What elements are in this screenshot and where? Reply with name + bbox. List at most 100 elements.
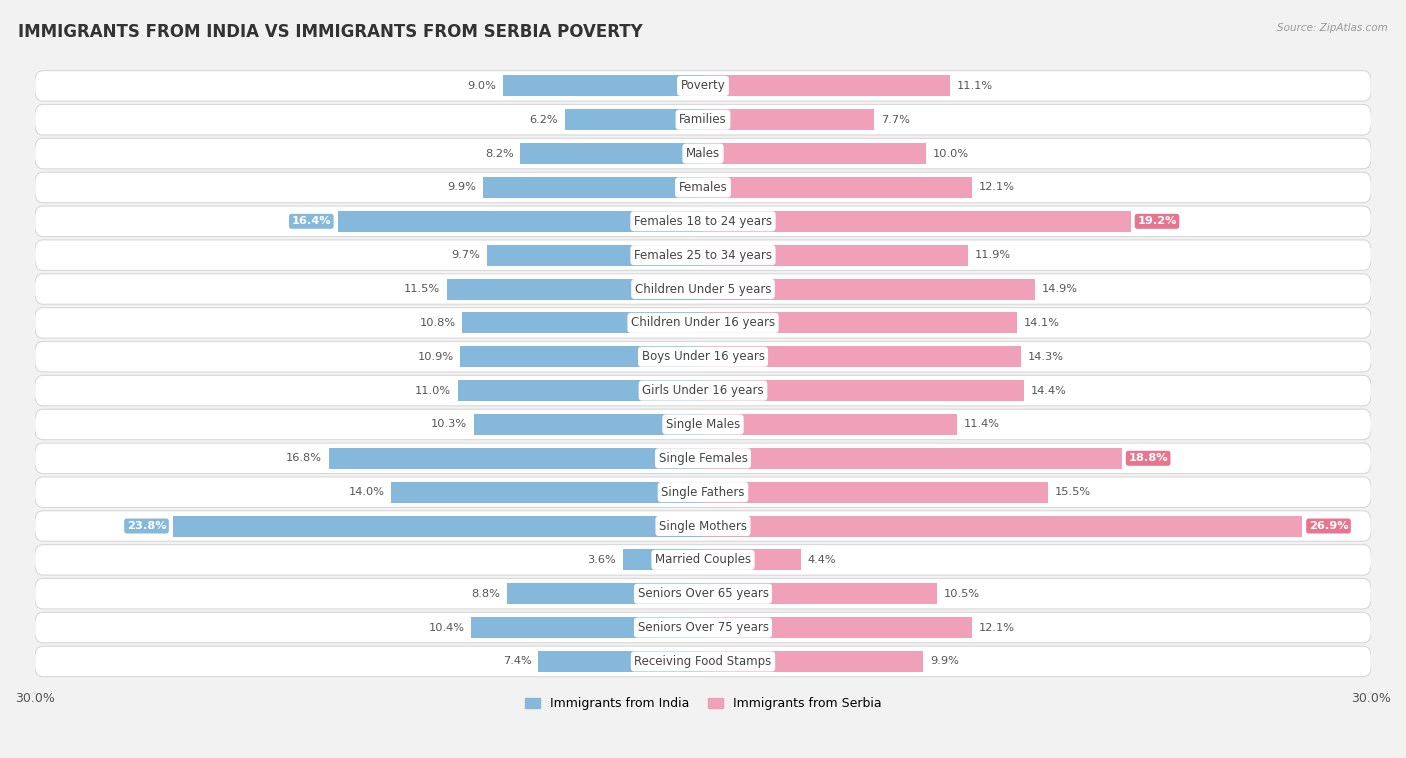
Text: Single Females: Single Females	[658, 452, 748, 465]
Text: 23.8%: 23.8%	[127, 521, 166, 531]
Text: Families: Families	[679, 113, 727, 127]
FancyBboxPatch shape	[35, 578, 1371, 609]
Text: 16.8%: 16.8%	[287, 453, 322, 463]
Bar	[703, 278, 1035, 299]
Text: 12.1%: 12.1%	[979, 183, 1015, 193]
FancyBboxPatch shape	[35, 70, 1371, 101]
Bar	[703, 380, 1024, 401]
FancyBboxPatch shape	[35, 274, 1371, 304]
Bar	[703, 75, 950, 96]
FancyBboxPatch shape	[35, 477, 1371, 507]
Text: Poverty: Poverty	[681, 80, 725, 92]
Bar	[703, 550, 801, 570]
Bar	[474, 414, 703, 435]
FancyBboxPatch shape	[35, 240, 1371, 271]
Text: 6.2%: 6.2%	[530, 114, 558, 125]
Bar	[329, 448, 703, 468]
Text: 9.9%: 9.9%	[931, 656, 959, 666]
Text: 19.2%: 19.2%	[1137, 216, 1177, 227]
FancyBboxPatch shape	[35, 342, 1371, 372]
Text: 14.1%: 14.1%	[1024, 318, 1060, 328]
Bar	[337, 211, 703, 232]
Text: 11.1%: 11.1%	[957, 81, 993, 91]
Bar	[703, 312, 1017, 334]
Text: 9.0%: 9.0%	[467, 81, 496, 91]
Bar	[508, 583, 703, 604]
Text: 4.4%: 4.4%	[807, 555, 837, 565]
Bar	[482, 177, 703, 198]
Bar	[565, 109, 703, 130]
Bar	[391, 481, 703, 503]
FancyBboxPatch shape	[35, 172, 1371, 202]
Text: 7.7%: 7.7%	[882, 114, 910, 125]
Text: 10.0%: 10.0%	[932, 149, 969, 158]
Text: 15.5%: 15.5%	[1054, 487, 1091, 497]
Text: Females 18 to 24 years: Females 18 to 24 years	[634, 215, 772, 228]
Bar	[520, 143, 703, 164]
Text: Married Couples: Married Couples	[655, 553, 751, 566]
Bar	[703, 448, 1122, 468]
Bar	[703, 481, 1047, 503]
Text: 9.9%: 9.9%	[447, 183, 475, 193]
Bar	[458, 380, 703, 401]
Bar	[703, 177, 973, 198]
Text: Children Under 5 years: Children Under 5 years	[634, 283, 772, 296]
FancyBboxPatch shape	[35, 443, 1371, 474]
FancyBboxPatch shape	[35, 375, 1371, 406]
Text: Females: Females	[679, 181, 727, 194]
Text: Single Males: Single Males	[666, 418, 740, 431]
Text: 10.8%: 10.8%	[420, 318, 456, 328]
Text: Receiving Food Stamps: Receiving Food Stamps	[634, 655, 772, 668]
Text: IMMIGRANTS FROM INDIA VS IMMIGRANTS FROM SERBIA POVERTY: IMMIGRANTS FROM INDIA VS IMMIGRANTS FROM…	[18, 23, 643, 41]
Text: 16.4%: 16.4%	[291, 216, 330, 227]
Bar	[173, 515, 703, 537]
Bar	[703, 211, 1130, 232]
Text: 14.3%: 14.3%	[1028, 352, 1064, 362]
Text: 11.4%: 11.4%	[963, 419, 1000, 430]
Text: Girls Under 16 years: Girls Under 16 years	[643, 384, 763, 397]
Text: 18.8%: 18.8%	[1129, 453, 1168, 463]
Text: 14.0%: 14.0%	[349, 487, 385, 497]
Text: 7.4%: 7.4%	[503, 656, 531, 666]
Bar	[447, 278, 703, 299]
Bar	[623, 550, 703, 570]
Bar	[460, 346, 703, 367]
Text: 11.5%: 11.5%	[404, 284, 440, 294]
Text: 9.7%: 9.7%	[451, 250, 481, 260]
FancyBboxPatch shape	[35, 545, 1371, 575]
Text: 11.9%: 11.9%	[974, 250, 1011, 260]
Legend: Immigrants from India, Immigrants from Serbia: Immigrants from India, Immigrants from S…	[520, 692, 886, 715]
Text: Children Under 16 years: Children Under 16 years	[631, 316, 775, 330]
Text: Source: ZipAtlas.com: Source: ZipAtlas.com	[1277, 23, 1388, 33]
Bar	[502, 75, 703, 96]
Bar	[703, 515, 1302, 537]
Text: 8.8%: 8.8%	[471, 589, 501, 599]
Text: Boys Under 16 years: Boys Under 16 years	[641, 350, 765, 363]
FancyBboxPatch shape	[35, 511, 1371, 541]
Text: 14.4%: 14.4%	[1031, 386, 1066, 396]
Text: 26.9%: 26.9%	[1309, 521, 1348, 531]
Text: 14.9%: 14.9%	[1042, 284, 1077, 294]
Bar	[703, 617, 973, 638]
Bar	[703, 109, 875, 130]
Text: 10.5%: 10.5%	[943, 589, 980, 599]
FancyBboxPatch shape	[35, 308, 1371, 338]
Text: 10.3%: 10.3%	[430, 419, 467, 430]
Bar	[486, 245, 703, 265]
Bar	[703, 583, 936, 604]
Text: 10.9%: 10.9%	[418, 352, 454, 362]
Text: 10.4%: 10.4%	[429, 622, 465, 633]
FancyBboxPatch shape	[35, 612, 1371, 643]
Text: Seniors Over 75 years: Seniors Over 75 years	[637, 621, 769, 634]
Bar	[703, 143, 925, 164]
FancyBboxPatch shape	[35, 139, 1371, 169]
Bar	[703, 346, 1021, 367]
Text: Single Fathers: Single Fathers	[661, 486, 745, 499]
Text: 3.6%: 3.6%	[588, 555, 616, 565]
Text: 11.0%: 11.0%	[415, 386, 451, 396]
Bar	[703, 245, 967, 265]
Bar	[703, 651, 924, 672]
Text: Single Mothers: Single Mothers	[659, 519, 747, 533]
FancyBboxPatch shape	[35, 647, 1371, 677]
Bar	[538, 651, 703, 672]
